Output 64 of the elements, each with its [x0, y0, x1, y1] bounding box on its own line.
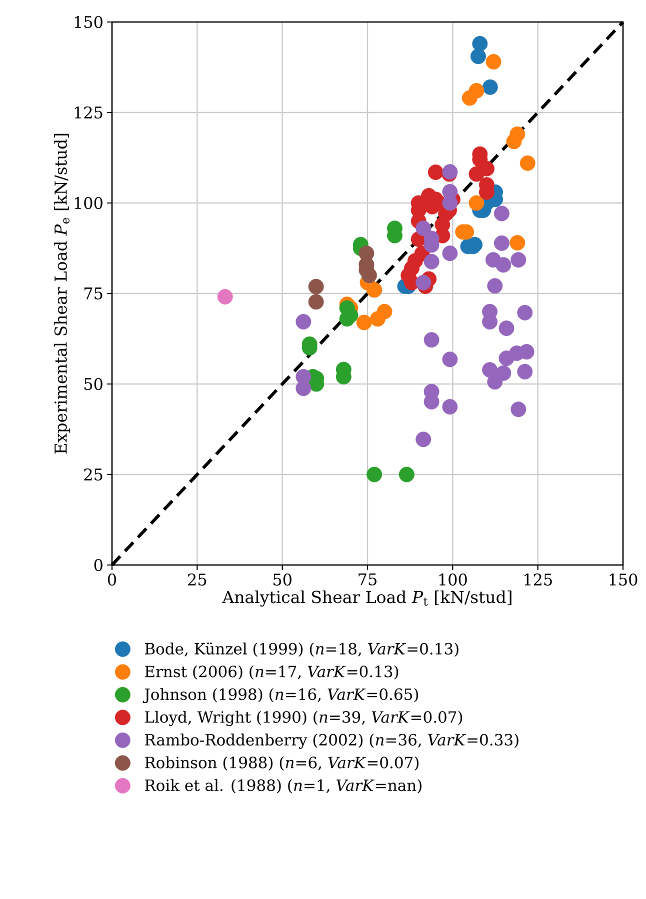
point — [468, 166, 484, 182]
point — [510, 402, 526, 418]
point — [496, 257, 512, 273]
legend-label: Ernst (2006) (n=17, VarK=0.13) — [145, 665, 398, 680]
x-tick-label: 25 — [188, 574, 206, 586]
point — [506, 134, 522, 150]
point — [510, 252, 526, 268]
point — [296, 314, 312, 330]
legend-label: Robinson (1988) (n=6, VarK=0.07) — [145, 756, 419, 771]
point — [494, 235, 510, 251]
x-tick-label: 100 — [439, 574, 467, 586]
y-tick-label: 0 — [94, 558, 102, 572]
point — [517, 364, 533, 380]
point — [472, 36, 488, 52]
y-tick-label: 50 — [84, 378, 102, 390]
point — [356, 314, 372, 330]
x-tick-label: 0 — [108, 574, 116, 586]
x-tick-label: 50 — [274, 574, 292, 586]
point — [468, 83, 484, 99]
legend-label: Lloyd, Wright (1990) (n=39, VarK=0.07) — [145, 710, 462, 726]
point — [487, 278, 503, 294]
point — [470, 48, 486, 64]
point — [518, 344, 534, 360]
y-tick-label: 75 — [84, 288, 102, 300]
x-tick-label: 125 — [524, 574, 552, 586]
point — [494, 206, 510, 222]
point — [442, 195, 458, 211]
y-tick-label: 125 — [74, 106, 102, 119]
y-tick-label: 150 — [74, 16, 102, 28]
point — [424, 254, 440, 270]
point — [428, 164, 444, 180]
point — [496, 365, 512, 381]
point — [366, 466, 382, 482]
x-axis-title: Analytical Shear Load P$_{t}$ [kN/stud] — [222, 590, 512, 607]
legend-label: Rambo-Roddenberry (2002) (n=36, VarK=0.33) — [145, 734, 518, 749]
point — [308, 278, 324, 294]
point — [517, 304, 533, 320]
point — [416, 432, 432, 448]
x-tick-label: 150 — [610, 574, 638, 586]
point — [416, 274, 432, 290]
point — [482, 79, 498, 95]
point — [361, 268, 377, 284]
point — [520, 155, 536, 171]
y-tick-label: 25 — [84, 468, 102, 481]
point — [510, 235, 526, 251]
legend-label: Johnson (1998) (n=16, VarK=0.65) — [142, 688, 418, 704]
point — [416, 220, 432, 236]
legend-label: Roik et al. (1988) (n=1, VarK=nan) — [145, 779, 422, 794]
point — [398, 466, 414, 482]
point — [442, 246, 458, 262]
x-tick-label: 75 — [358, 574, 376, 586]
point — [498, 320, 514, 336]
point — [217, 289, 233, 304]
y-axis-title: Experimental Shear Load P$_{e}$ [kN/stud] — [54, 134, 70, 454]
point — [308, 294, 324, 310]
point — [424, 332, 440, 348]
point — [442, 399, 458, 415]
point — [339, 311, 355, 327]
point — [376, 304, 392, 320]
point — [442, 352, 458, 368]
point — [296, 380, 312, 396]
point — [486, 54, 502, 70]
legend-label: Bode, Künzel (1999) (n=18, VarK=0.13) — [145, 642, 458, 657]
y-tick-label: 100 — [74, 196, 102, 210]
